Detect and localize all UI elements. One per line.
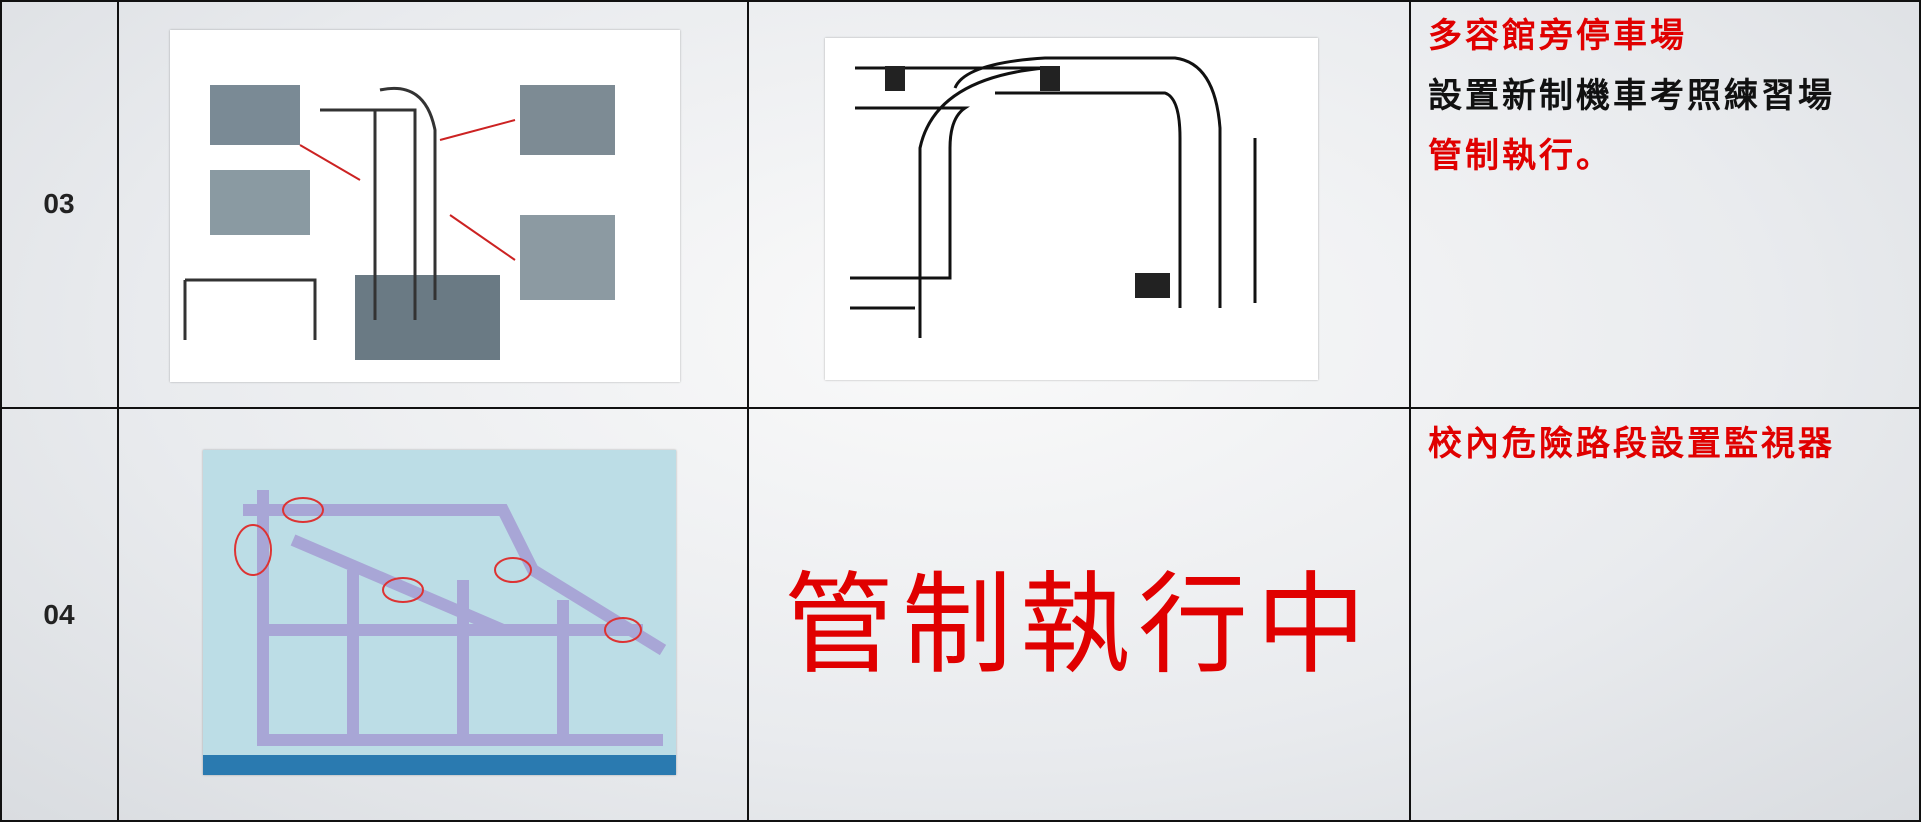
notes: 多容館旁停車場設置新制機車考照練習場 管制執行。 [1410, 0, 1921, 408]
notes: 校內危險路段設置監視器 [1410, 408, 1921, 822]
note-line: 校內危險路段設置監視器 [1428, 424, 1835, 464]
note-line: 設置新制機車考照練習場 [1428, 76, 1835, 116]
campus-map-image [203, 450, 676, 775]
site-diagram-image [170, 30, 680, 382]
row-number: 04 [43, 599, 75, 630]
row-number: 03 [43, 188, 75, 219]
note-line: 管制執行。 [1428, 136, 1613, 176]
status-text: 管制執行中 [748, 408, 1410, 822]
note-line: 多容館旁停車場 [1428, 16, 1687, 56]
status-text: 管制執行中 [784, 561, 1374, 689]
route-diagram-image [825, 38, 1318, 380]
